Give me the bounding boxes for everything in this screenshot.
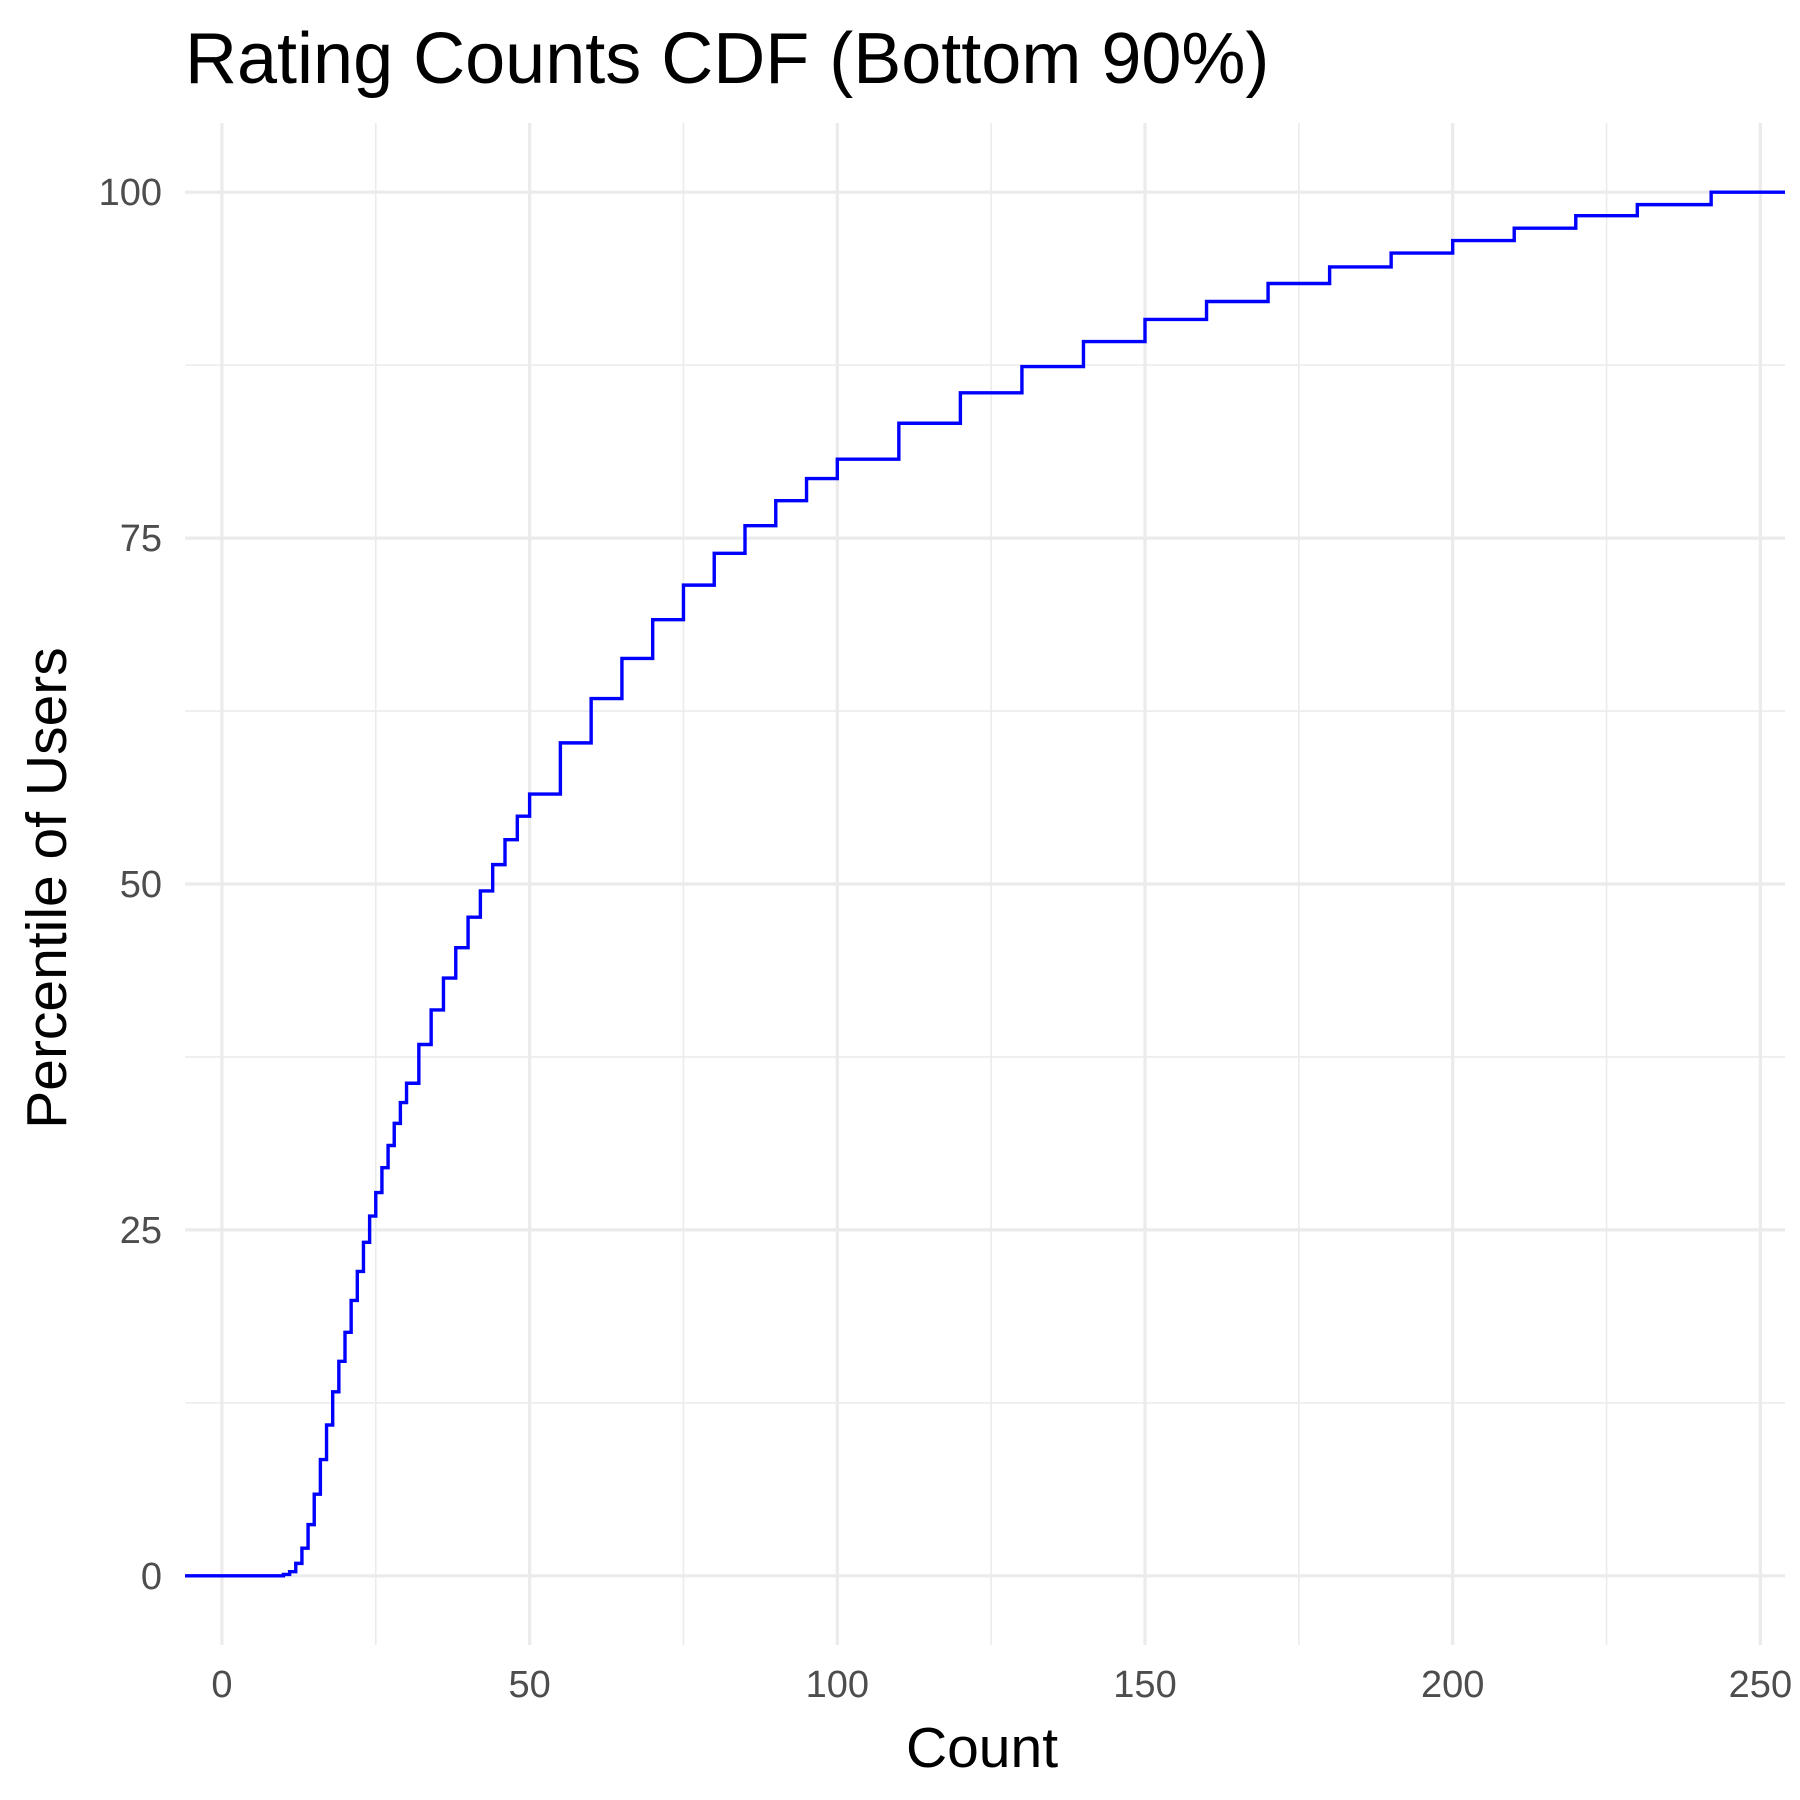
y-tick-label: 100 bbox=[99, 172, 162, 214]
y-tick-label: 25 bbox=[120, 1210, 162, 1252]
cdf-step-line bbox=[185, 190, 1785, 1578]
grid bbox=[185, 123, 1785, 1645]
x-tick-label: 150 bbox=[1113, 1664, 1176, 1706]
y-tick-label: 75 bbox=[120, 518, 162, 560]
x-tick-label: 0 bbox=[211, 1664, 232, 1706]
data-marks bbox=[185, 190, 1785, 1578]
x-tick-label: 250 bbox=[1729, 1664, 1792, 1706]
x-axis-title: Count bbox=[906, 1716, 1058, 1780]
chart-title: Rating Counts CDF (Bottom 90%) bbox=[185, 19, 1269, 99]
x-tick-label: 200 bbox=[1421, 1664, 1484, 1706]
x-tick-label: 100 bbox=[806, 1664, 869, 1706]
y-axis-title: Percentile of Users bbox=[15, 647, 79, 1129]
tick-labels: 0 50 100 150 200 250 0 25 50 75 100 bbox=[99, 172, 1792, 1706]
x-tick-label: 50 bbox=[508, 1664, 550, 1706]
y-tick-label: 50 bbox=[120, 864, 162, 906]
y-tick-label: 0 bbox=[141, 1556, 162, 1598]
